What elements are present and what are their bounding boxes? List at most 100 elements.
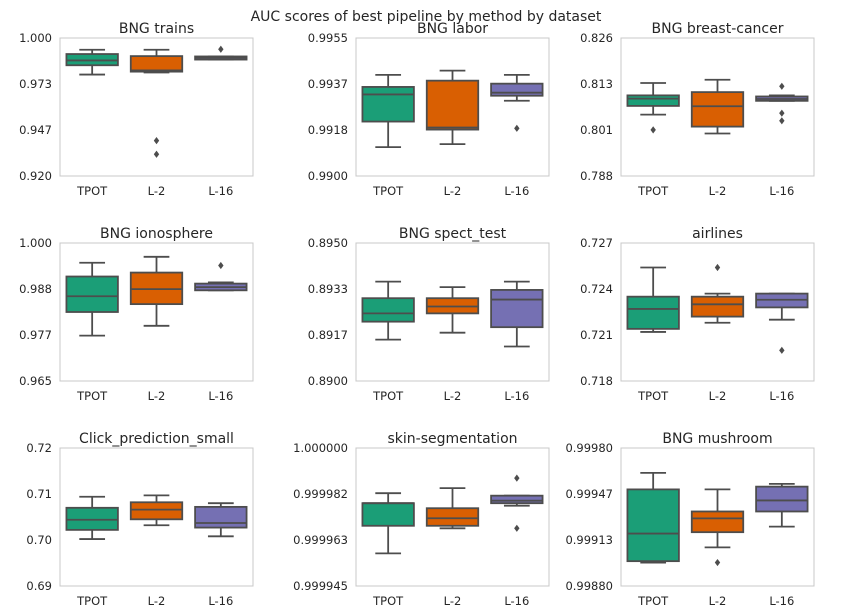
subplot: BNG breast-cancer 0.826 0.813 0.801 0.788 TPO… [580,21,815,198]
box-tpot [65,48,119,76]
box-l-2 [425,69,480,146]
outlier-point [514,524,520,532]
y-tick-label: 0.9900 [308,169,348,183]
box-body [626,295,680,330]
y-tick-label: 0.9918 [308,123,348,137]
plot-frame [355,37,550,177]
x-tick-label: L-2 [444,594,462,608]
box-l-2 [129,494,184,527]
x-tick-label: L-16 [504,184,529,198]
y-tick-label: 0.973 [19,77,52,91]
subplot-title: skin-segmentation [387,431,517,447]
plot-frame [355,447,550,587]
box-body [425,79,480,131]
y-tick-label: 0.99980 [565,441,613,455]
x-tick-label: TPOT [372,389,404,403]
y-tick-label: 0.813 [580,77,613,91]
outlier-point [714,558,721,567]
box-l-16 [194,261,248,292]
subplot-title: BNG spect_test [399,226,507,242]
y-tick-label: 0.9937 [308,77,348,91]
x-tick-label: TPOT [76,184,108,198]
x-tick-label: L-16 [504,594,529,608]
x-tick-label: L-2 [148,594,166,608]
box-tpot [361,492,415,555]
subplot-grid: BNG trains 1.000 0.973 0.947 0.920 TPOT L-2 L-1… [19,21,815,608]
x-tick-label: L-2 [444,184,462,198]
box-l-16 [755,292,809,354]
box-l-16 [755,82,809,125]
box-l-16 [490,73,544,132]
box-body [65,506,119,531]
box-body [490,289,544,329]
outlier-point [514,124,520,132]
subplot-title: BNG ionosphere [100,226,213,242]
y-tick-label: 0.718 [580,374,613,388]
x-tick-label: L-2 [148,389,166,403]
y-tick-label: 0.9955 [308,31,348,45]
x-tick-label: L-16 [208,389,233,403]
x-tick-label: TPOT [372,184,404,198]
y-tick-label: 1.000 [19,236,52,250]
y-tick-label: 0.999945 [293,579,348,593]
y-tick-label: 1.000000 [293,441,348,455]
y-tick-label: 0.71 [26,487,52,501]
outlier-point [153,150,160,158]
outlier-point [218,261,224,270]
x-tick-label: L-16 [208,594,233,608]
subplot: skin-segmentation 1.000000 0.999982 0.99996… [293,431,550,608]
subplot: BNG spect_test 0.8950 0.8933 0.8917 0.8900 TP… [308,226,550,403]
box-tpot [626,471,680,564]
y-tick-label: 0.99947 [565,487,613,501]
box-tpot [65,261,119,337]
y-tick-label: 0.788 [580,169,613,183]
box-l-16 [194,502,248,538]
subplot-title: Click_prediction_small [79,431,234,447]
box-l-16 [490,474,544,532]
box-tpot [626,82,680,134]
box-l-16 [490,280,544,348]
y-tick-label: 0.69 [26,579,52,593]
y-tick-label: 0.826 [580,31,613,45]
box-body [490,82,544,97]
outlier-point [779,109,785,117]
x-tick-label: L-16 [504,389,529,403]
y-tick-label: 0.8917 [308,328,348,342]
x-tick-label: L-2 [148,184,166,198]
box-body [65,275,119,313]
plot-frame [620,37,815,177]
box-body [690,510,745,534]
y-tick-label: 0.999982 [293,487,348,501]
x-tick-label: L-16 [769,594,794,608]
subplot-title: BNG trains [119,21,194,37]
subplot: BNG ionosphere 1.000 0.988 0.977 0.965 TPOT L-… [19,226,254,403]
x-tick-label: TPOT [637,389,669,403]
x-tick-label: L-2 [709,389,727,403]
y-tick-label: 0.72 [26,441,52,455]
box-tpot [361,280,415,341]
y-tick-label: 0.99880 [565,579,613,593]
subplot-title: BNG mushroom [662,431,772,447]
plot-frame [59,37,254,177]
y-tick-label: 0.977 [19,328,52,342]
x-tick-label: TPOT [76,594,108,608]
subplot: BNG labor 0.9955 0.9937 0.9918 0.9900 TPOT L-2… [308,21,550,198]
figure-title: AUC scores of best pipeline by method by… [251,9,602,25]
y-tick-label: 0.965 [19,374,52,388]
outlier-point [714,263,721,272]
outlier-point [779,346,785,354]
subplot: BNG trains 1.000 0.973 0.947 0.920 TPOT L-2 L-1… [19,21,254,198]
y-tick-label: 0.70 [26,533,52,547]
x-tick-label: L-2 [709,594,727,608]
box-body [361,86,415,123]
box-tpot [65,495,119,540]
x-tick-label: TPOT [76,389,108,403]
plot-frame [355,242,550,382]
x-tick-label: L-2 [444,389,462,403]
box-tpot [361,73,415,149]
plot-frame [59,447,254,587]
y-tick-label: 0.8900 [308,374,348,388]
outlier-point [514,474,520,482]
y-tick-label: 0.8950 [308,236,348,250]
box-tpot [626,266,680,333]
